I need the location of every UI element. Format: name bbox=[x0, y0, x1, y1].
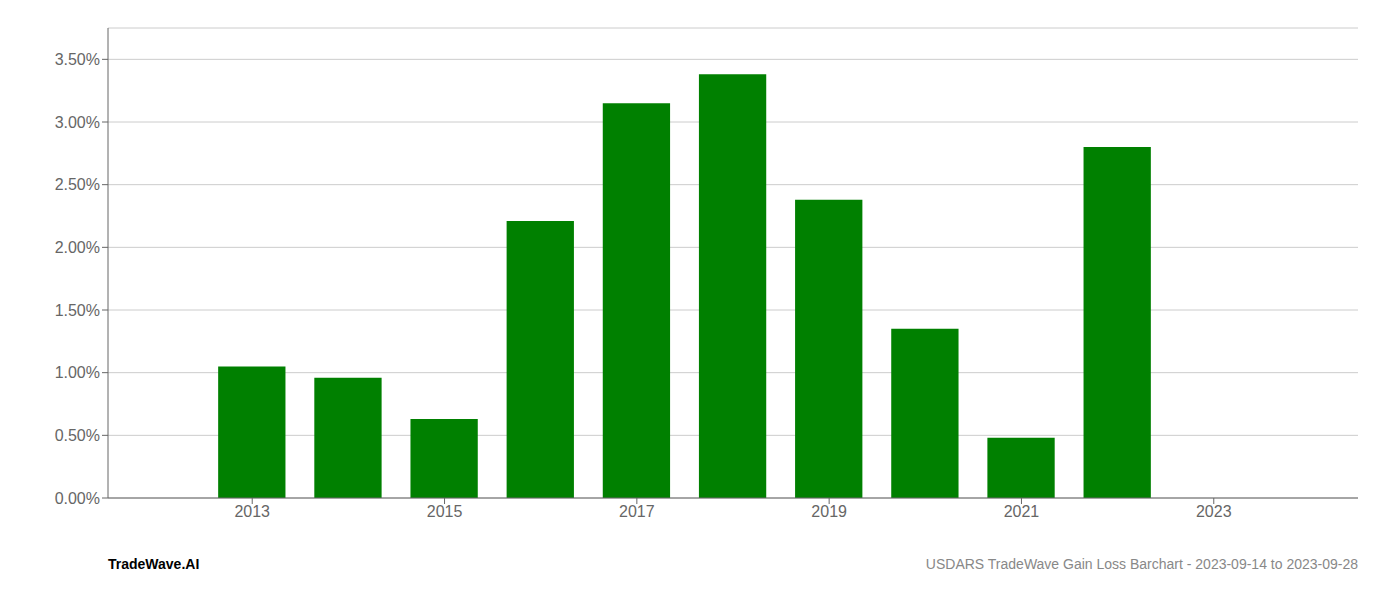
html-text:TradeWave.AI: TradeWave.AI bbox=[108, 556, 200, 572]
svg-text:0.00%: 0.00% bbox=[55, 490, 100, 507]
html-text:USDARS TradeWave Gain Loss Bar: USDARS TradeWave Gain Loss Barchart - 20… bbox=[925, 556, 1358, 572]
svg-text:0.50%: 0.50% bbox=[55, 427, 100, 444]
svg-text:1.50%: 1.50% bbox=[55, 302, 100, 319]
svg-text:2.00%: 2.00% bbox=[55, 239, 100, 256]
svg-text:2017: 2017 bbox=[619, 503, 655, 520]
svg-text:3.50%: 3.50% bbox=[55, 51, 100, 68]
svg-text:2019: 2019 bbox=[811, 503, 847, 520]
svg-text:2023: 2023 bbox=[1196, 503, 1232, 520]
svg-text:2015: 2015 bbox=[427, 503, 463, 520]
svg-text:2013: 2013 bbox=[234, 503, 270, 520]
svg-text:3.00%: 3.00% bbox=[55, 114, 100, 131]
svg-text:2021: 2021 bbox=[1004, 503, 1040, 520]
svg-text:2.50%: 2.50% bbox=[55, 176, 100, 193]
svg-text:1.00%: 1.00% bbox=[55, 364, 100, 381]
